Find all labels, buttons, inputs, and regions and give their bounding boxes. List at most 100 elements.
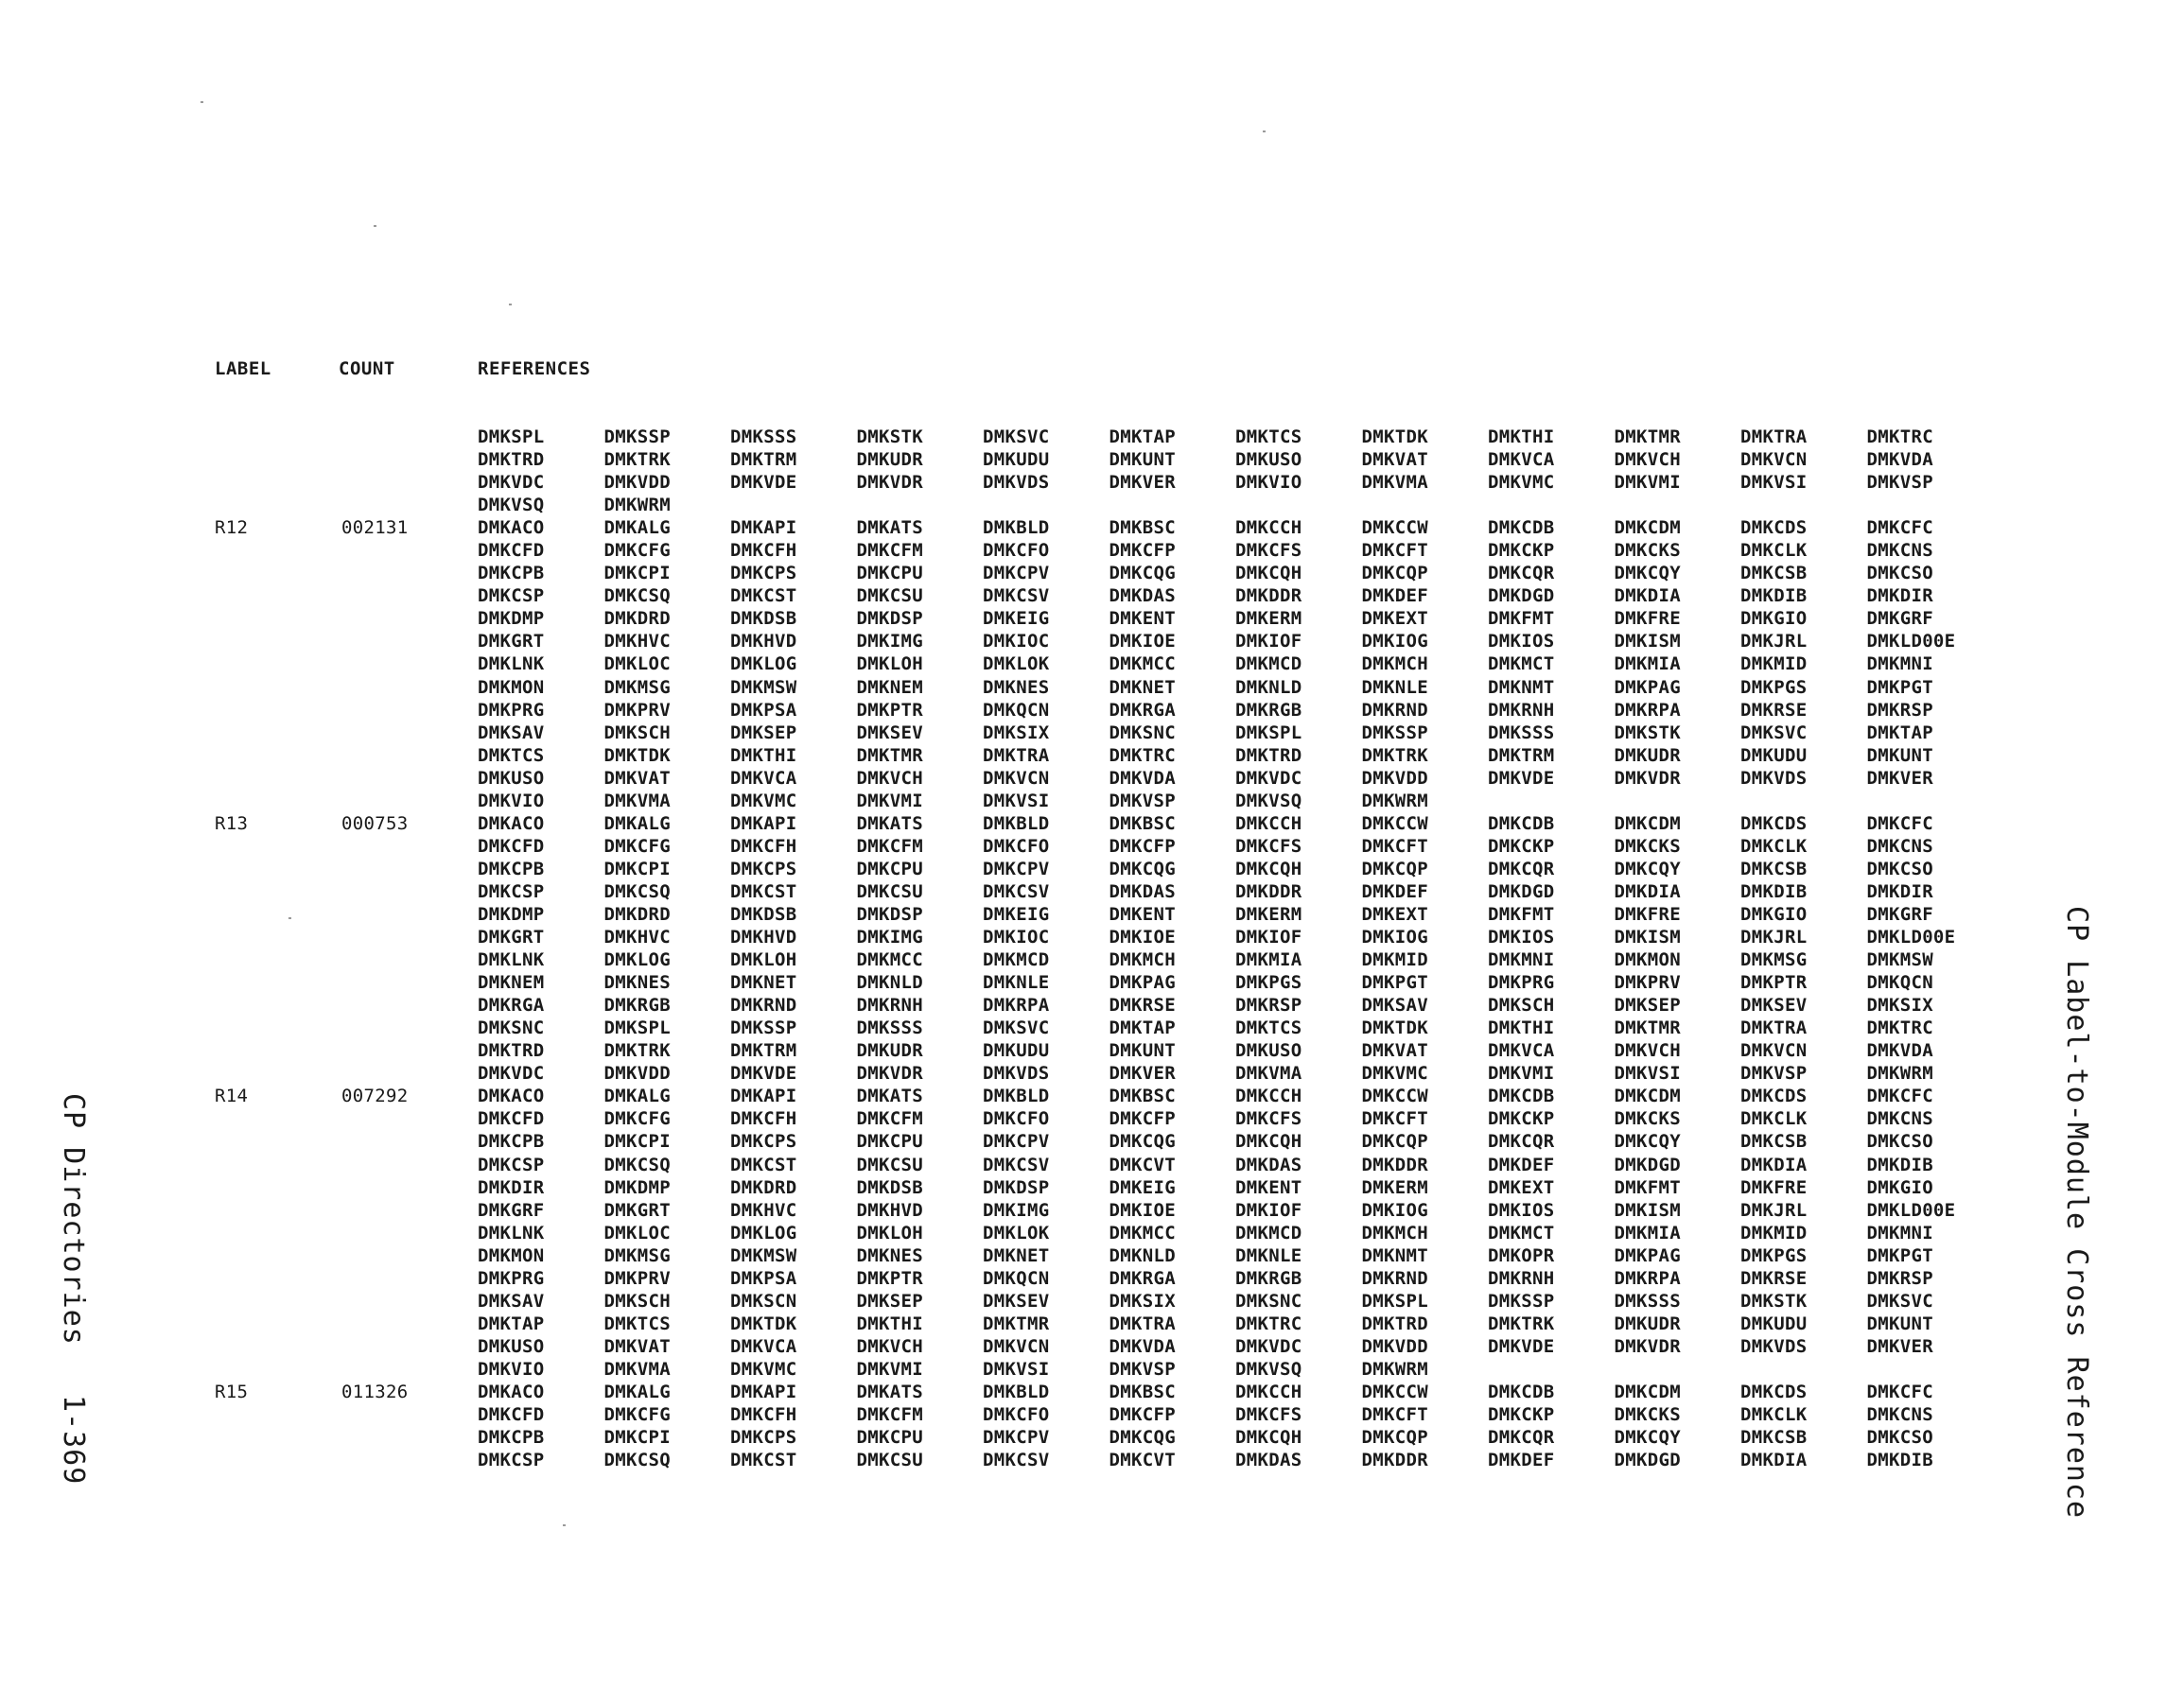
module-reference: DMKUDU: [983, 449, 1050, 471]
module-reference: DMKVDA: [1866, 1040, 1933, 1062]
module-reference: DMKTAP: [1866, 722, 1933, 743]
module-reference: DMKCPS: [730, 1427, 797, 1449]
module-reference: DMKUSO: [1235, 449, 1302, 471]
module-reference: DMKCFS: [1235, 1404, 1302, 1426]
module-reference: DMKCSU: [856, 880, 923, 902]
table-row: DMKCSP DMKCSQ DMKCST DMKCSU DMKCSV DMKCVT DMKD…: [0, 1155, 2184, 1177]
running-title: CP Label-to-Module Cross Reference: [2060, 906, 2093, 1520]
module-reference: DMKFMT: [1488, 903, 1555, 925]
module-reference: DMKISM: [1614, 1199, 1681, 1221]
module-reference: DMKUDR: [1614, 1313, 1681, 1334]
module-reference: DMKCPS: [730, 563, 797, 584]
module-reference: DMKCQP: [1361, 1427, 1428, 1449]
module-reference: DMKCSU: [856, 585, 923, 607]
module-reference: DMKVSP: [1866, 472, 1933, 494]
module-reference: DMKRSE: [1109, 995, 1176, 1017]
module-reference: DMKRSE: [1740, 1267, 1808, 1289]
module-reference: DMKCFS: [1235, 540, 1302, 562]
module-reference: DMKCCH: [1235, 1381, 1302, 1402]
module-reference: DMKCFC: [1866, 812, 1933, 834]
module-reference: DMKUNT: [1866, 1313, 1933, 1334]
module-reference: DMKSPL: [603, 1017, 671, 1039]
module-reference: DMKMCT: [1488, 1222, 1555, 1244]
module-reference: DMKTRA: [1740, 426, 1808, 447]
module-reference: DMKATS: [856, 1086, 923, 1107]
module-reference: DMKUDU: [983, 1040, 1050, 1062]
row-references: DMKTAP DMKTCS DMKTDK DMKTHI DMKTMR DMKTRA DMKT…: [478, 1313, 1993, 1334]
module-reference: DMKTRC: [1109, 744, 1176, 766]
module-reference: DMKUDU: [1740, 1313, 1808, 1334]
module-reference: DMKMIA: [1235, 949, 1302, 971]
module-reference: DMKDIR: [1866, 880, 1933, 902]
module-reference: DMKBLD: [983, 1381, 1050, 1402]
module-reference: DMKVSQ: [478, 495, 545, 516]
module-reference: DMKDIB: [1866, 1154, 1933, 1175]
module-reference: DMKMSG: [1740, 949, 1808, 971]
module-reference: DMKAPI: [730, 812, 797, 834]
module-reference: DMKCQP: [1361, 563, 1428, 584]
module-reference: DMKVCN: [983, 1335, 1050, 1357]
row-references: DMKRGA DMKRGB DMKRND DMKRNH DMKRPA DMKRSE DMKR…: [478, 995, 1993, 1016]
module-reference: DMKLNK: [478, 949, 545, 971]
module-reference: DMKCPI: [603, 858, 671, 879]
header-count: COUNT: [339, 358, 395, 379]
module-reference: DMKIOE: [1109, 927, 1176, 948]
module-reference: DMKFMT: [1614, 1176, 1681, 1198]
module-reference: DMKLOK: [983, 653, 1050, 675]
module-reference: DMKGIO: [1740, 608, 1808, 630]
module-reference: DMKTRD: [1361, 1313, 1428, 1334]
module-reference: DMKDSB: [856, 1176, 923, 1198]
module-reference: DMKNET: [730, 972, 797, 994]
module-reference: DMKBSC: [1109, 517, 1176, 539]
module-reference: DMKCCH: [1235, 812, 1302, 834]
row-references: DMKCFD DMKCFG DMKCFH DMKCFM DMKCFO DMKCFP DMKC…: [478, 1404, 1993, 1425]
module-reference: DMKCQP: [1361, 1131, 1428, 1153]
module-reference: DMKEXT: [1361, 608, 1428, 630]
table-row: DMKVSQ DMKWRM: [0, 495, 2184, 517]
module-reference: DMKVIO: [478, 790, 545, 811]
scan-speck: [1263, 130, 1266, 132]
module-reference: DMKVSQ: [1235, 1358, 1302, 1380]
module-reference: DMKDMP: [478, 903, 545, 925]
header-label: LABEL: [215, 358, 271, 379]
row-references: DMKSAV DMKSCH DMKSEP DMKSEV DMKSIX DMKSNC DMKS…: [478, 722, 1993, 743]
module-reference: DMKCFH: [730, 540, 797, 562]
module-reference: DMKCCW: [1361, 1381, 1428, 1402]
module-reference: DMKRGB: [603, 995, 671, 1017]
row-references: DMKUSO DMKVAT DMKVCA DMKVCH DMKVCN DMKVDA DMKV…: [478, 1336, 1993, 1357]
section-title: CP Directories: [57, 1093, 90, 1346]
module-reference: DMKVCA: [730, 767, 797, 789]
module-reference: DMKCSB: [1740, 1131, 1808, 1153]
row-references: DMKTRD DMKTRK DMKTRM DMKUDR DMKUDU DMKUNT DMKU…: [478, 449, 1993, 470]
module-reference: DMKERM: [1235, 903, 1302, 925]
module-reference: DMKVER: [1109, 1063, 1176, 1085]
scan-speck: [509, 304, 512, 305]
row-references: DMKTCS DMKTDK DMKTHI DMKTMR DMKTRA DMKTRC DMKT…: [478, 745, 1993, 766]
module-reference: DMKSTK: [1614, 722, 1681, 743]
module-reference: DMKLOC: [603, 1222, 671, 1244]
module-reference: DMKDGD: [1488, 585, 1555, 607]
module-reference: DMKSPL: [478, 426, 545, 447]
row-label: R13: [215, 812, 249, 834]
module-reference: DMKCSV: [983, 1154, 1050, 1175]
module-reference: DMKRPA: [983, 995, 1050, 1017]
module-reference: DMKCPS: [730, 1131, 797, 1153]
table-row: DMKPRG DMKPRV DMKPSA DMKPTR DMKQCN DMKRGA DMKR…: [0, 700, 2184, 722]
module-reference: DMKRSE: [1740, 699, 1808, 721]
table-row: DMKMON DMKMSG DMKMSW DMKNES DMKNET DMKNLD DMKN…: [0, 1245, 2184, 1268]
module-reference: DMKVMA: [1235, 1063, 1302, 1085]
table-row: DMKCPB DMKCPI DMKCPS DMKCPU DMKCPV DMKCQG DMKC…: [0, 1131, 2184, 1154]
module-reference: DMKCFT: [1361, 1108, 1428, 1130]
table-row: DMKCFD DMKCFG DMKCFH DMKCFM DMKCFO DMKCFP DMKC…: [0, 1108, 2184, 1131]
module-reference: DMKLD00E: [1866, 631, 1956, 652]
module-reference: DMKVSI: [1614, 1063, 1681, 1085]
module-reference: DMKRNH: [1488, 699, 1555, 721]
module-reference: DMKCLK: [1740, 835, 1808, 857]
module-reference: DMKCSP: [478, 585, 545, 607]
module-reference: DMKPRG: [1488, 972, 1555, 994]
module-reference: DMKCFO: [983, 1404, 1050, 1426]
module-reference: DMKDIA: [1614, 585, 1681, 607]
module-reference: DMKCQP: [1361, 858, 1428, 879]
module-reference: DMKAPI: [730, 1381, 797, 1402]
module-reference: DMKTHI: [1488, 426, 1555, 447]
